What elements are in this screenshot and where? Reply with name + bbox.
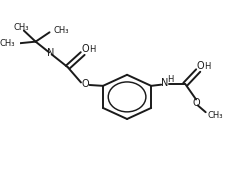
Text: O: O [193, 98, 200, 108]
Text: O: O [81, 44, 89, 54]
Text: CH₃: CH₃ [208, 111, 223, 120]
Text: O: O [196, 61, 204, 71]
Text: H: H [204, 62, 211, 71]
Text: H: H [89, 45, 95, 54]
Text: N: N [47, 48, 54, 58]
Text: CH₃: CH₃ [0, 39, 15, 48]
Text: H: H [167, 75, 174, 83]
Text: N: N [161, 78, 169, 88]
Text: CH₃: CH₃ [14, 23, 29, 32]
Text: CH₃: CH₃ [54, 26, 69, 35]
Text: O: O [81, 79, 89, 89]
